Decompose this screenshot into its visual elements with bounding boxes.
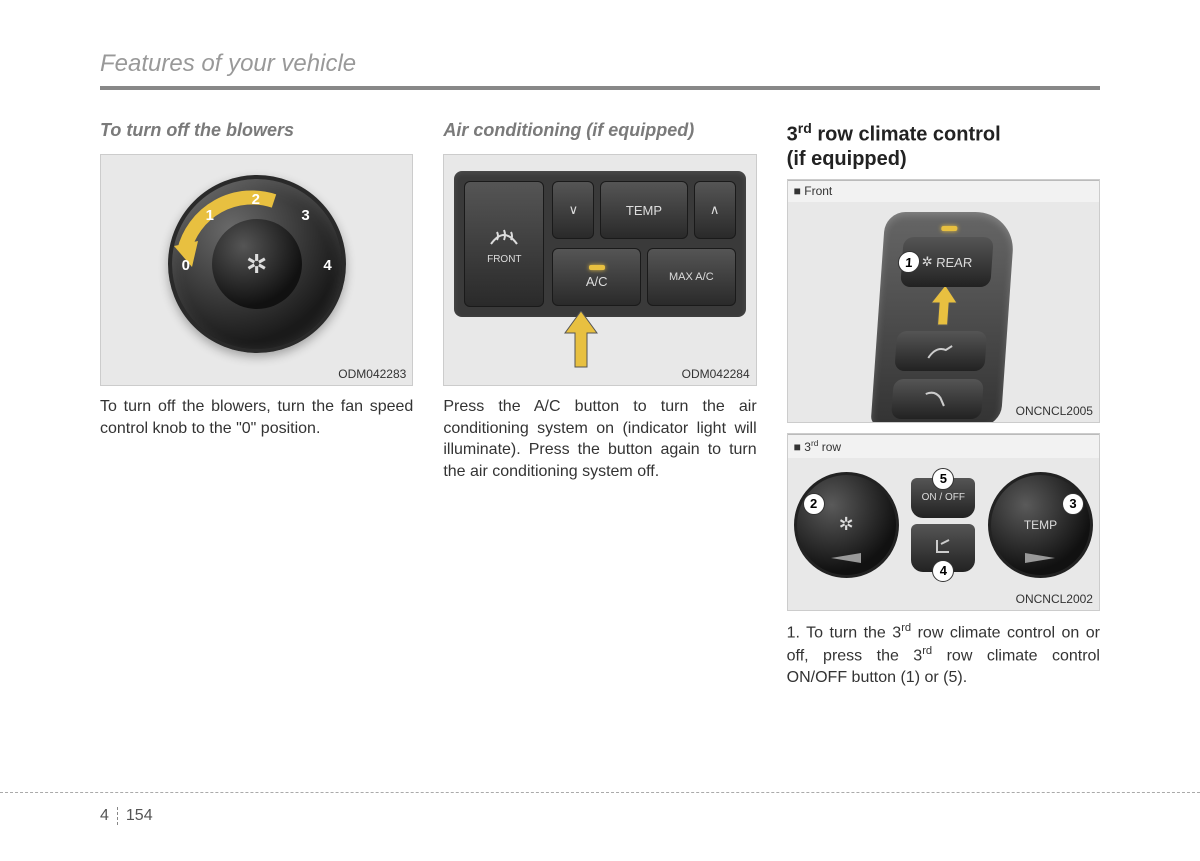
blowers-title: To turn off the blowers — [100, 120, 413, 144]
ac-panel: FRONT ∨ TEMP ∧ A/C MAX A/C — [454, 171, 745, 317]
fan-dial: 0 1 2 3 4 ✲ — [168, 175, 346, 353]
temp-up-button: ∧ — [694, 181, 736, 239]
rear-led-icon — [941, 226, 957, 231]
rear-label: REAR — [936, 254, 973, 269]
temp-label: TEMP — [600, 181, 687, 239]
temp-down-button: ∨ — [552, 181, 594, 239]
mid-controls: 5 ON / OFF 4 — [909, 478, 978, 572]
ac-title: Air conditioning (if equipped) — [443, 120, 756, 144]
page-number: 4 154 — [100, 807, 153, 825]
dial-num-0: 0 — [182, 257, 190, 274]
rear-mode-2 — [891, 379, 984, 419]
rear-mode-1 — [895, 331, 988, 371]
callout-1: 1 — [898, 251, 922, 273]
blowers-body: To turn off the blowers, turn the fan sp… — [100, 396, 413, 439]
callout-4: 4 — [932, 560, 954, 582]
fan-knob: 2 ✲ — [794, 472, 899, 578]
ac-body: Press the A/C button to turn the air con… — [443, 396, 756, 482]
rear-arrow-icon — [928, 285, 961, 327]
rear-title-3: 3 — [787, 124, 798, 146]
ac-fig-label: ODM042284 — [682, 367, 750, 381]
rear-control-pad: 1 ✲ REAR — [871, 212, 1016, 423]
onoff-label: ON / OFF — [922, 492, 965, 503]
ac-button: A/C — [552, 248, 641, 306]
footer: 4 154 — [0, 792, 1200, 811]
fan-icon-knob: ✲ — [839, 514, 854, 535]
column-ac: Air conditioning (if equipped) FRONT ∨ T… — [443, 120, 756, 688]
defrost-icon — [487, 224, 521, 250]
airflow-down-icon — [922, 388, 954, 410]
front-defrost-button: FRONT — [464, 181, 544, 307]
rear-title-sup: rd — [798, 120, 812, 136]
header-rule — [100, 86, 1100, 90]
mode-button: 4 — [911, 524, 975, 572]
rear-fig2-label: ONCNCL2002 — [1016, 592, 1093, 606]
callout-2: 2 — [803, 493, 825, 515]
fan-icon-small: ✲ — [921, 254, 933, 270]
dial-num-2: 2 — [252, 191, 260, 208]
max-ac-label: MAX A/C — [669, 271, 714, 283]
seat-icon — [931, 536, 955, 560]
front-label: FRONT — [487, 254, 521, 265]
yellow-arrow-icon — [563, 311, 599, 371]
section-header: Features of your vehicle — [100, 50, 1100, 78]
fan-icon: ✲ — [212, 219, 302, 309]
column-blowers: To turn off the blowers 0 1 2 3 4 ✲ ODM0… — [100, 120, 413, 688]
max-ac-button: MAX A/C — [647, 248, 736, 306]
ac-led-icon — [589, 265, 605, 270]
page-num: 154 — [126, 807, 153, 825]
column-rear: 3rd row climate control (if equipped) ■ … — [787, 120, 1100, 688]
pointer-icon-2 — [1025, 553, 1055, 563]
onoff-button: 5 ON / OFF — [911, 478, 975, 518]
rear-front-figure: ■ Front 1 ✲ REAR — [787, 179, 1100, 423]
rear-fig1-label: ONCNCL2005 — [1016, 404, 1093, 418]
rear-title-line2: (if equipped) — [787, 148, 907, 170]
blowers-figure: 0 1 2 3 4 ✲ ODM042283 — [100, 154, 413, 386]
dial-num-3: 3 — [301, 207, 309, 224]
ac-figure: FRONT ∨ TEMP ∧ A/C MAX A/C — [443, 154, 756, 386]
page-section: 4 — [100, 807, 118, 825]
callout-5: 5 — [932, 468, 954, 490]
rear-body: 1. To turn the 3rd row climate control o… — [787, 621, 1100, 688]
rear-title: 3rd row climate control (if equipped) — [787, 120, 1100, 171]
ac-label: A/C — [586, 274, 608, 289]
temp-knob-label: TEMP — [1024, 518, 1057, 532]
rear-title-rest: row climate control — [812, 124, 1001, 146]
pointer-icon — [831, 553, 861, 563]
dial-num-4: 4 — [323, 257, 331, 274]
front-caption: ■ Front — [788, 180, 1099, 202]
dial-num-1: 1 — [206, 207, 214, 224]
blowers-fig-label: ODM042283 — [338, 367, 406, 381]
temp-knob: 3 TEMP — [988, 472, 1093, 578]
rear-button: 1 ✲ REAR — [901, 237, 994, 287]
row3-panel: 2 ✲ 5 ON / OFF 4 — [788, 458, 1099, 588]
airflow-icon — [925, 340, 957, 362]
callout-3: 3 — [1062, 493, 1084, 515]
rear-row3-figure: ■ 3rd row 2 ✲ 5 ON / OFF 4 — [787, 433, 1100, 611]
row3-caption: ■ 3rd row — [788, 434, 1099, 458]
